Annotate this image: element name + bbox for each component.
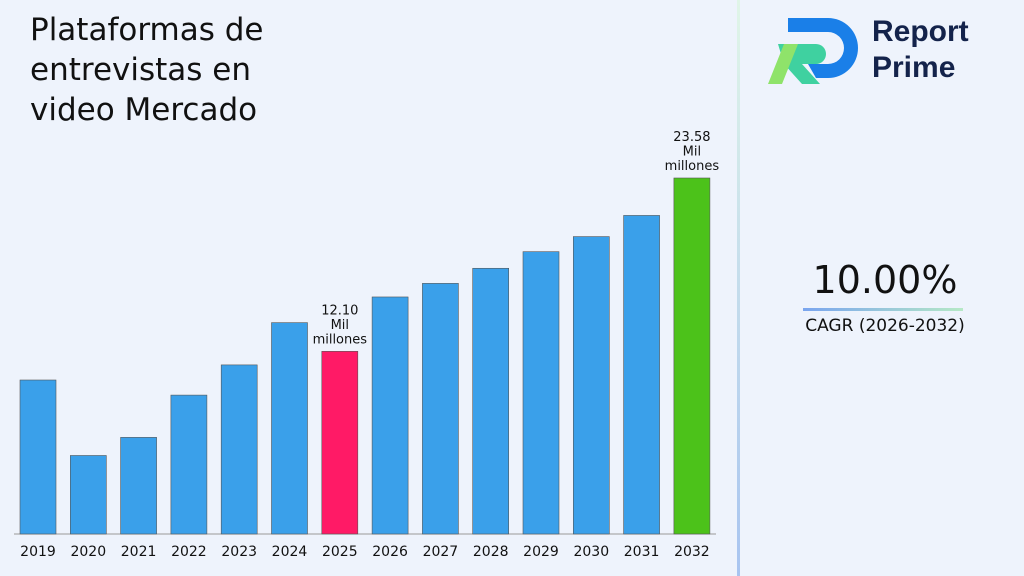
- data-label-2032: millones: [665, 159, 720, 174]
- x-tick-2023: 2023: [221, 544, 257, 560]
- chart-title: Plataformas de entrevistas en video Merc…: [30, 12, 264, 128]
- bar-2032: [673, 177, 711, 535]
- data-label-2032: 23.58: [673, 130, 710, 145]
- x-tick-2019: 2019: [20, 544, 56, 560]
- bar-2027: [422, 283, 459, 535]
- cagr-underline: [803, 308, 963, 311]
- data-label-2025: Mil: [331, 318, 349, 333]
- report-prime-logo-icon: [768, 18, 858, 84]
- x-tick-2024: 2024: [272, 544, 308, 560]
- x-tick-2026: 2026: [372, 544, 408, 560]
- bar-chart: 2019 2020 2021 2022 2023 2024 202512.10Milmill…: [14, 130, 720, 560]
- bar-2021: [120, 437, 157, 535]
- brand-line2: Prime: [872, 51, 956, 84]
- x-tick-2030: 2030: [573, 544, 609, 560]
- x-tick-2020: 2020: [70, 544, 106, 560]
- data-label-2025: 12.10: [321, 303, 358, 318]
- data-label-2032: Mil: [683, 145, 701, 160]
- cagr-label: CAGR (2026-2032): [805, 316, 965, 336]
- x-tick-2021: 2021: [121, 544, 157, 560]
- cagr-value: 10.00%: [812, 258, 958, 302]
- bar-2030: [572, 236, 610, 535]
- x-tick-2027: 2027: [423, 544, 459, 560]
- bar-2023: [220, 364, 258, 535]
- x-tick-2025: 2025: [322, 544, 358, 560]
- bar-2022: [170, 394, 208, 535]
- bar-2020: [70, 455, 107, 535]
- brand-name: Report Prime: [872, 14, 969, 86]
- brand-line1: Report: [872, 15, 969, 48]
- data-label-2025: millones: [313, 332, 368, 347]
- bar-2019: [19, 379, 57, 535]
- x-tick-2022: 2022: [171, 544, 207, 560]
- bar-2028: [472, 267, 510, 535]
- x-tick-2029: 2029: [523, 544, 559, 560]
- bar-2031: [623, 215, 660, 535]
- x-tick-2032: 2032: [674, 544, 710, 560]
- divider: [737, 0, 740, 576]
- x-tick-2028: 2028: [473, 544, 509, 560]
- x-tick-2031: 2031: [624, 544, 660, 560]
- bar-2026: [371, 296, 409, 535]
- bar-2025: [321, 351, 359, 535]
- bar-2024: [271, 322, 308, 535]
- bar-2029: [522, 251, 560, 535]
